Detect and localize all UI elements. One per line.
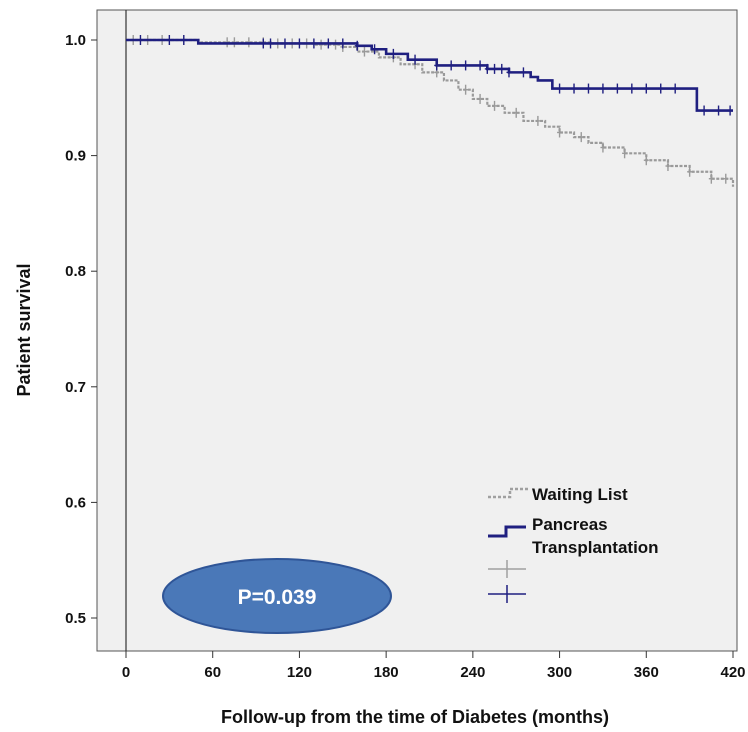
x-tick-label: 180 [374,664,399,681]
censor-mark-pancreas-transplantation [166,35,172,45]
x-tick-label: 60 [204,664,221,681]
censor-mark-pancreas-transplantation [484,63,490,74]
censor-mark-pancreas-transplantation [701,105,707,116]
censor-mark-pancreas-transplantation [296,38,302,49]
censor-mark-pancreas-transplantation [448,60,454,71]
censor-mark-waiting-list [622,148,628,159]
censor-mark-pancreas-transplantation [557,83,563,94]
censor-mark-waiting-list [578,132,584,143]
censor-mark-pancreas-transplantation [506,67,512,78]
censor-mark-pancreas-transplantation [137,35,143,45]
x-axis: 0 60 120 180 240 300 360 420 [122,651,746,681]
x-axis-title: Follow-up from the time of Diabetes (mon… [221,707,609,727]
p-value-text: P=0.039 [238,586,317,609]
x-tick-label: 120 [287,664,312,681]
censor-mark-waiting-list [643,155,649,166]
censor-mark-pancreas-transplantation [629,83,635,94]
censor-mark-waiting-list [600,142,606,153]
censor-mark-pancreas-transplantation [477,60,483,71]
censor-mark-waiting-list [665,161,671,172]
censor-mark-pancreas-transplantation [311,38,317,49]
legend-label-waiting-list: Waiting List [532,485,628,504]
censor-mark-pancreas-transplantation [268,38,274,49]
censor-mark-pancreas-transplantation [672,83,678,94]
censor-mark-pancreas-transplantation [340,38,346,49]
legend-symbol-waiting-list [488,487,528,499]
censor-mark-pancreas-transplantation [727,105,733,116]
legend-symbol-pancreas-transplantation [488,525,526,538]
x-tick-label: 240 [460,664,485,681]
legend-censor-waiting-list [488,560,526,578]
censor-mark-pancreas-transplantation [181,35,187,45]
y-tick-label: 0.7 [65,379,86,396]
censor-mark-pancreas-transplantation [354,40,360,51]
series-layer [126,35,735,187]
censor-mark-pancreas-transplantation [260,38,266,49]
censor-mark-pancreas-transplantation [571,83,577,94]
censor-mark-pancreas-transplantation [520,67,526,78]
censor-mark-pancreas-transplantation [412,54,418,65]
x-tick-label: 420 [720,664,745,681]
censor-mark-waiting-list [477,93,483,104]
p-value-annotation: P=0.039 [162,558,392,634]
censor-mark-waiting-list [513,107,519,118]
censor-mark-pancreas-transplantation [492,63,498,74]
p-value-bubble [162,558,392,634]
y-tick-label: 0.9 [65,148,86,165]
censor-mark-pancreas-transplantation [716,105,722,116]
y-tick-label: 0.8 [65,263,86,280]
legend-label-pancreas-line2: Transplantation [532,538,659,557]
x-tick-label: 0 [122,664,130,681]
censor-mark-pancreas-transplantation [463,60,469,71]
y-tick-label: 0.6 [65,494,86,511]
legend: Waiting List Pancreas Transplantation [488,485,659,603]
x-tick-label: 300 [547,664,572,681]
legend-censor-pancreas-transplantation [488,585,526,603]
censor-mark-pancreas-transplantation [372,44,378,55]
censor-mark-waiting-list [708,173,714,184]
censor-mark-waiting-list [687,166,693,177]
censor-mark-pancreas-transplantation [585,83,591,94]
censor-mark-pancreas-transplantation [614,83,620,94]
censor-mark-waiting-list [723,173,729,184]
censor-mark-waiting-list [535,115,541,126]
censor-mark-waiting-list [361,46,367,57]
censor-mark-pancreas-transplantation [390,48,396,59]
y-axis: 1.0 0.9 0.8 0.7 0.6 0.5 [65,32,97,627]
y-axis-title: Patient survival [14,263,34,396]
censor-mark-waiting-list [463,84,469,95]
censor-mark-pancreas-transplantation [282,38,288,49]
legend-label-pancreas-line1: Pancreas [532,515,608,534]
plot-area [96,9,738,652]
censor-mark-pancreas-transplantation [658,83,664,94]
y-tick-label: 1.0 [65,32,86,49]
censor-mark-pancreas-transplantation [600,83,606,94]
x-tick-label: 360 [634,664,659,681]
censor-mark-pancreas-transplantation [643,83,649,94]
censor-mark-pancreas-transplantation [434,60,440,71]
censor-mark-pancreas-transplantation [499,63,505,74]
y-tick-label: 0.5 [65,610,86,627]
censor-mark-pancreas-transplantation [325,38,331,49]
censor-mark-waiting-list [557,127,563,138]
censor-mark-waiting-list [492,100,498,111]
